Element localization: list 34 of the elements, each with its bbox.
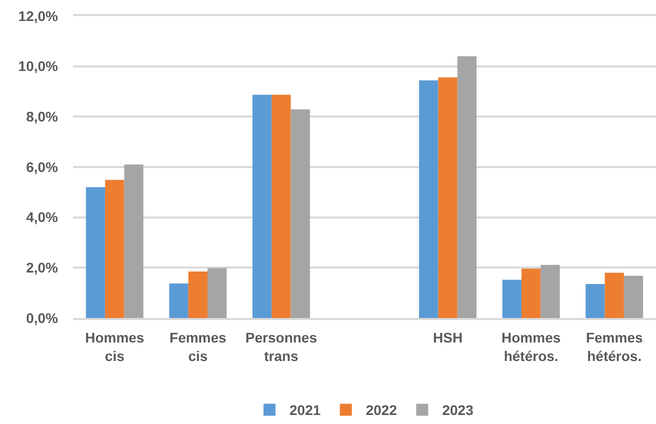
y-tick-label: 12,0%	[18, 8, 59, 24]
y-tick-label: 6,0%	[26, 158, 59, 175]
bar	[438, 77, 458, 318]
y-tick-label: 0,0%	[26, 310, 59, 326]
x-tick-label: Femmes hétéros.	[586, 330, 643, 364]
x-tick-label: Hommes hétéros.	[502, 330, 561, 364]
bar	[457, 56, 477, 318]
bar	[169, 284, 188, 318]
bar	[188, 271, 208, 318]
y-tick-label: 8,0%	[26, 108, 59, 125]
x-tick-label: HSH	[433, 330, 463, 346]
bar	[105, 180, 124, 318]
x-tick-label: Hommes cis	[85, 330, 144, 364]
bar	[86, 187, 106, 318]
bar	[604, 272, 624, 318]
bar	[124, 164, 144, 318]
legend-label: 2022	[366, 402, 398, 418]
y-tick-label: 10,0%	[18, 58, 59, 74]
x-tick-label: Femmes cis	[170, 330, 227, 364]
y-tick-label: 4,0%	[26, 209, 59, 226]
bar	[502, 280, 522, 318]
bar	[252, 94, 272, 318]
bar	[419, 80, 438, 318]
bar	[208, 268, 227, 318]
bar	[521, 268, 541, 318]
x-tick-label: Personnes trans	[245, 330, 318, 364]
bar	[586, 284, 605, 318]
bar	[540, 264, 560, 318]
y-tick-label: 2,0%	[26, 260, 59, 276]
bar	[290, 109, 310, 318]
bar	[624, 276, 644, 318]
legend-label: 2021	[290, 402, 321, 418]
legend-label: 2023	[442, 402, 474, 418]
bar	[272, 94, 291, 318]
